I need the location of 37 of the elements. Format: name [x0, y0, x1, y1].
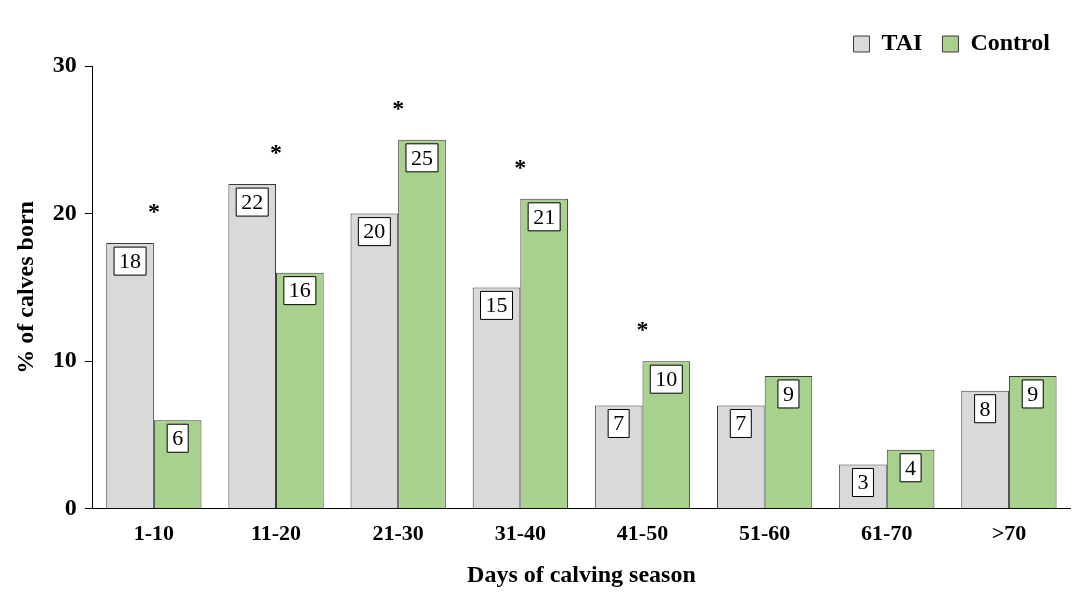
x-tick-label: 1-10	[133, 519, 175, 545]
data-label: 18	[119, 247, 142, 273]
x-tick-label: 61-70	[861, 519, 913, 545]
x-tick-label: 51-60	[738, 519, 791, 545]
data-label: 20	[363, 218, 386, 244]
data-label: 10	[655, 365, 678, 391]
x-tick-label: 41-50	[616, 519, 669, 545]
annotation: *	[147, 198, 160, 225]
data-label: 15	[485, 292, 508, 318]
y-tick-label: 20	[52, 198, 77, 225]
data-label: 4	[905, 454, 917, 480]
y-tick-label: 30	[52, 51, 77, 78]
annotation: *	[270, 139, 283, 166]
data-label: 3	[857, 469, 869, 495]
x-axis-title: Days of calving season	[467, 560, 696, 587]
data-label: 21	[533, 203, 556, 229]
data-label: 9	[1027, 380, 1039, 406]
data-label: 7	[613, 410, 625, 436]
annotation: *	[392, 95, 405, 121]
annotation: *	[636, 316, 649, 343]
x-tick-label: 21-30	[372, 519, 424, 545]
y-axis-title: % of calves born	[11, 201, 38, 374]
x-tick-label: 11-20	[250, 519, 302, 545]
data-label: 7	[735, 410, 747, 436]
data-label: 25	[410, 144, 433, 170]
legend-label: Control	[970, 29, 1051, 56]
data-label: 16	[288, 277, 311, 303]
data-label: 22	[241, 188, 264, 214]
y-tick-label: 10	[52, 346, 77, 373]
y-tick-label: 0	[64, 494, 77, 520]
data-label: 6	[172, 425, 184, 451]
data-label: 9	[782, 380, 794, 406]
x-tick-label: 31-40	[494, 519, 546, 545]
x-tick-label: >70	[991, 519, 1027, 545]
data-label: 8	[979, 395, 991, 421]
annotation: *	[514, 154, 527, 181]
legend-label: TAI	[881, 29, 923, 56]
